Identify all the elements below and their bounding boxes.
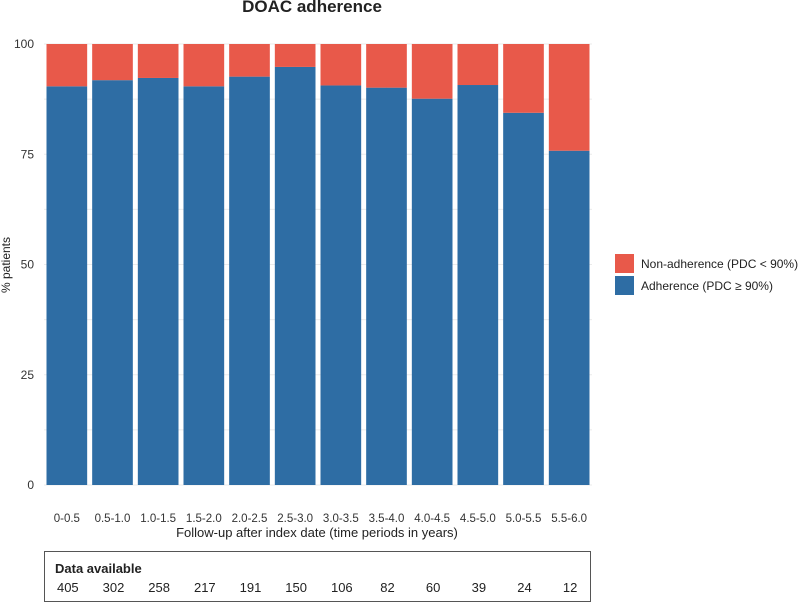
bar-non-adherence-0-0.5 xyxy=(46,44,88,87)
x-tick-label: 5.0-5.5 xyxy=(506,513,542,525)
bar-non-adherence-5.0-5.5 xyxy=(503,44,544,113)
stacked-bar-chart: DOAC adherence 0 25 50 75 100 0-0.5 0.5-1.0 1.… xyxy=(0,0,798,540)
chart-title: DOAC adherence xyxy=(242,0,382,16)
bar-adherence-4.5-5.0 xyxy=(457,85,499,485)
bar-adherence-5.5-6.0 xyxy=(548,150,590,486)
x-tick-label: 2.5-3.0 xyxy=(277,513,313,525)
bar-non-adherence-3.5-4.0 xyxy=(366,44,407,88)
bar-adherence-0.5-1.0 xyxy=(92,80,133,486)
y-tick-label: 75 xyxy=(21,147,35,161)
x-tick-label: 4.0-4.5 xyxy=(414,513,450,525)
x-axis-ticks: 0-0.5 0.5-1.0 1.0-1.5 1.5-2.0 2.0-2.5 2.5-3.0… xyxy=(54,513,587,525)
bar-adherence-3.5-4.0 xyxy=(366,87,407,485)
x-tick-label: 5.5-6.0 xyxy=(551,513,587,525)
data-available-count: 258 xyxy=(148,580,171,595)
bar-adherence-0-0.5 xyxy=(46,86,88,485)
bar-adherence-3.0-3.5 xyxy=(320,85,362,485)
bar-adherence-2.5-3.0 xyxy=(274,66,316,485)
legend-label: Non-adherence (PDC < 90%) xyxy=(641,257,798,271)
data-available-title: Data available xyxy=(55,561,142,576)
bar-non-adherence-4.0-4.5 xyxy=(411,44,453,99)
data-available-count: 302 xyxy=(102,580,125,595)
x-tick-label: 0-0.5 xyxy=(54,513,80,525)
data-available-count: 12 xyxy=(562,580,578,595)
data-available-count: 39 xyxy=(471,580,487,595)
legend-swatch xyxy=(615,254,634,273)
x-tick-label: 2.0-2.5 xyxy=(232,513,268,525)
bar-non-adherence-1.0-1.5 xyxy=(137,44,179,78)
bar-non-adherence-3.0-3.5 xyxy=(320,44,362,86)
bar-non-adherence-5.5-6.0 xyxy=(548,44,590,151)
x-tick-label: 1.0-1.5 xyxy=(140,513,176,525)
x-tick-label: 1.5-2.0 xyxy=(186,513,222,525)
y-tick-label: 100 xyxy=(14,37,34,51)
data-available-count: 217 xyxy=(193,580,216,595)
data-available-box: Data available 405 302 258 217 191 150 106 82 60… xyxy=(44,551,591,602)
data-available-count: 191 xyxy=(239,580,262,595)
y-tick-label: 50 xyxy=(21,258,35,272)
data-available-count: 106 xyxy=(330,580,353,595)
x-tick-label: 3.5-4.0 xyxy=(369,513,405,525)
bar-adherence-5.0-5.5 xyxy=(503,112,544,486)
data-available-count: 24 xyxy=(517,580,532,595)
x-tick-label: 4.5-5.0 xyxy=(460,513,496,525)
x-tick-label: 3.0-3.5 xyxy=(323,513,359,525)
legend-swatch xyxy=(615,276,634,295)
y-axis-label: % patients xyxy=(0,237,13,293)
data-available-count: 82 xyxy=(380,580,395,595)
legend-label: Adherence (PDC ≥ 90%) xyxy=(641,279,773,293)
data-available-count: 150 xyxy=(285,580,308,595)
bar-non-adherence-2.5-3.0 xyxy=(274,44,316,67)
data-available-count: 405 xyxy=(56,580,79,595)
data-available-count: 60 xyxy=(425,580,441,595)
bar-adherence-4.0-4.5 xyxy=(411,98,453,486)
bar-adherence-2.0-2.5 xyxy=(229,76,270,485)
bar-non-adherence-1.5-2.0 xyxy=(183,44,225,87)
bar-non-adherence-4.5-5.0 xyxy=(457,44,499,86)
x-tick-label: 0.5-1.0 xyxy=(95,513,131,525)
bar-non-adherence-0.5-1.0 xyxy=(92,44,133,81)
bar-adherence-1.5-2.0 xyxy=(183,86,225,485)
bar-adherence-1.0-1.5 xyxy=(137,77,179,485)
x-axis-label: Follow-up after index date (time periods… xyxy=(176,525,458,540)
legend: Non-adherence (PDC < 90%) Adherence (PDC … xyxy=(615,254,798,295)
y-axis-ticks: 0 25 50 75 100 xyxy=(14,37,34,492)
y-tick-label: 25 xyxy=(21,368,35,382)
bars xyxy=(46,44,590,486)
y-tick-label: 0 xyxy=(27,478,34,492)
bar-non-adherence-2.0-2.5 xyxy=(229,44,270,77)
